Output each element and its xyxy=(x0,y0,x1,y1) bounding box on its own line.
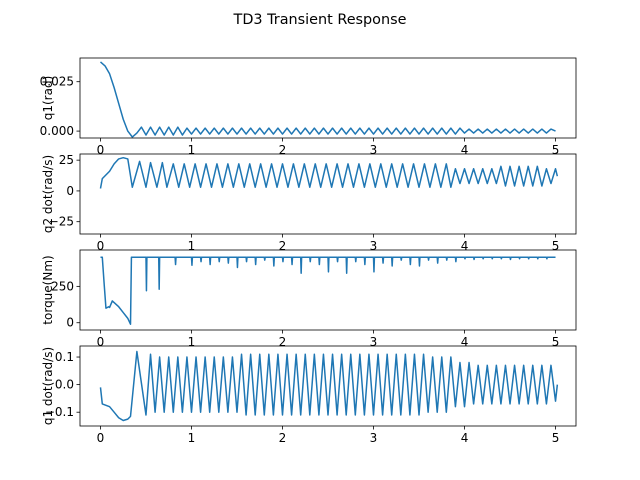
subplot-4: 0 1 2 3 4 5 −0.1 0.0 0.1q1 dot(rad/s) xyxy=(41,345,577,445)
y-axis-label: q1 dot(rad/s) xyxy=(41,347,55,425)
axes-frame xyxy=(79,57,577,139)
y-tick-label: 0.000 xyxy=(40,124,74,138)
x-tick-label: 2 xyxy=(279,335,287,349)
x-tick-label: 1 xyxy=(188,239,196,253)
axes-frame xyxy=(79,249,577,331)
x-tick-label: 3 xyxy=(370,239,378,253)
y-tick-label: 0.1 xyxy=(55,350,74,364)
x-tick-label: 5 xyxy=(552,143,560,157)
x-tick-label: 5 xyxy=(552,239,560,253)
y-tick-label: 0.025 xyxy=(40,75,74,89)
x-tick-label: 2 xyxy=(279,143,287,157)
y-tick-label: 25 xyxy=(59,153,74,167)
x-tick-label: 0 xyxy=(97,335,105,349)
figure-title: TD3 Transient Response xyxy=(233,12,407,28)
x-tick-label: 3 xyxy=(370,143,378,157)
series-line-2-1 xyxy=(99,156,559,189)
axes-frame xyxy=(79,345,577,427)
y-tick-label: 250 xyxy=(51,279,74,293)
x-tick-label: 1 xyxy=(188,431,196,445)
y-axis-label: torque(Nm) xyxy=(41,255,55,324)
axes-frame xyxy=(79,153,577,235)
x-tick-label: 4 xyxy=(461,239,469,253)
y-axis-label: q2 dot(rad/s) xyxy=(41,155,55,233)
y-tick-label: −0.1 xyxy=(45,405,74,419)
series-line-4-1 xyxy=(99,350,559,422)
y-tick-label: −25 xyxy=(49,215,74,229)
y-tick-label: 0.0 xyxy=(55,378,74,392)
y-tick-label: 0 xyxy=(66,316,74,330)
x-tick-label: 1 xyxy=(188,143,196,157)
x-tick-label: 3 xyxy=(370,431,378,445)
y-axis-label: q1(rad) xyxy=(41,76,55,121)
series-line-3-1 xyxy=(100,256,556,325)
x-tick-label: 2 xyxy=(279,431,287,445)
x-tick-label: 2 xyxy=(279,239,287,253)
x-tick-label: 0 xyxy=(97,239,105,253)
x-tick-label: 4 xyxy=(461,431,469,445)
x-tick-label: 0 xyxy=(97,431,105,445)
x-tick-label: 5 xyxy=(552,335,560,349)
x-tick-label: 1 xyxy=(188,335,196,349)
x-tick-label: 4 xyxy=(461,335,469,349)
series-line-1-1 xyxy=(99,61,556,138)
x-tick-label: 3 xyxy=(370,335,378,349)
subplot-2: 0 1 2 3 4 5 −25 0 25 q2 dot(rad/s) xyxy=(41,153,577,253)
x-tick-label: 4 xyxy=(461,143,469,157)
y-tick-label: 0 xyxy=(66,184,74,198)
x-tick-label: 0 xyxy=(97,143,105,157)
x-tick-label: 5 xyxy=(552,431,560,445)
